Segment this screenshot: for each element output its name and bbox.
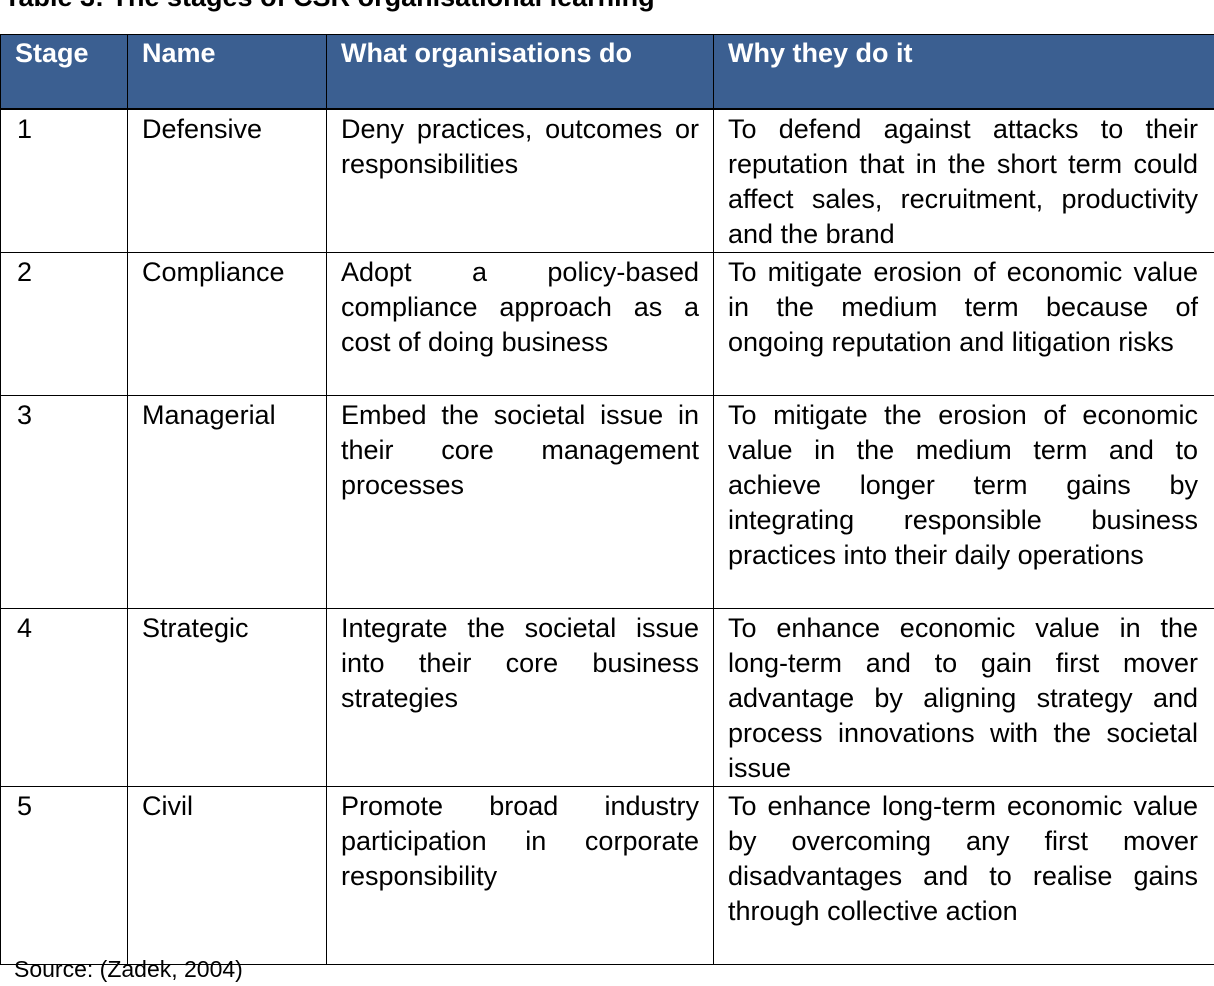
- cell-stage: 3: [0, 395, 128, 609]
- cell-why-text: To mitigate erosion of economic value in…: [728, 257, 1198, 357]
- table-caption: Table 3: The stages of CSR organisationa…: [0, 0, 1214, 12]
- cell-what: Promote broad industry participation in …: [326, 786, 714, 965]
- header-what-organisations-do: What organisations do: [326, 34, 714, 110]
- source-citation: Source: (Zadek, 2004): [14, 956, 243, 982]
- header-stage: Stage: [0, 34, 128, 110]
- csr-stages-table: Stage Name What organisations do Why the…: [0, 34, 1214, 965]
- cell-stage: 1: [0, 108, 128, 253]
- cell-why-text: To defend against attacks to their reput…: [728, 114, 1198, 249]
- cell-name: Defensive: [127, 108, 327, 253]
- cell-why: To mitigate erosion of economic value in…: [713, 252, 1214, 396]
- cell-why: To mitigate the erosion of economic valu…: [713, 395, 1214, 609]
- cell-what: Embed the societal issue in their core m…: [326, 395, 714, 609]
- cell-name: Managerial: [127, 395, 327, 609]
- table-caption-text: Table 3: The stages of CSR organisationa…: [0, 0, 655, 12]
- table-row: 4 Strategic Integrate the societal issue…: [0, 608, 1214, 787]
- cell-why-text: To enhance economic value in the long-te…: [728, 613, 1198, 783]
- table-row: 2 Compliance Adopt a policy-based compli…: [0, 252, 1214, 396]
- cell-name: Civil: [127, 786, 327, 965]
- cell-why-text: To mitigate the erosion of economic valu…: [728, 400, 1198, 570]
- table-body: 1 Defensive Deny practices, outcomes or …: [0, 108, 1214, 965]
- cell-what: Adopt a policy-based compliance approach…: [326, 252, 714, 396]
- table-header: Stage Name What organisations do Why the…: [0, 34, 1214, 110]
- header-name: Name: [127, 34, 327, 110]
- cell-name: Compliance: [127, 252, 327, 396]
- cell-why: To enhance economic value in the long-te…: [713, 608, 1214, 787]
- cell-what-text: Adopt a policy-based compliance approach…: [341, 257, 699, 357]
- cell-what-text: Promote broad industry participation in …: [341, 791, 699, 891]
- cell-what-text: Integrate the societal issue into their …: [341, 613, 699, 713]
- table-row: 5 Civil Promote broad industry participa…: [0, 786, 1214, 965]
- cell-what-text: Deny practices, outcomes or responsibili…: [341, 114, 699, 179]
- cell-stage: 4: [0, 608, 128, 787]
- cell-what-text: Embed the societal issue in their core m…: [341, 400, 699, 500]
- cell-why-text: To enhance long-term economic value by o…: [728, 791, 1198, 926]
- cell-name: Strategic: [127, 608, 327, 787]
- cell-why: To defend against attacks to their reput…: [713, 108, 1214, 253]
- table-row: 1 Defensive Deny practices, outcomes or …: [0, 108, 1214, 253]
- cell-stage: 5: [0, 786, 128, 965]
- header-why-they-do-it: Why they do it: [713, 34, 1214, 110]
- table-row: 3 Managerial Embed the societal issue in…: [0, 395, 1214, 609]
- cell-what: Integrate the societal issue into their …: [326, 608, 714, 787]
- cell-why: To enhance long-term economic value by o…: [713, 786, 1214, 965]
- cell-stage: 2: [0, 252, 128, 396]
- header-row: Stage Name What organisations do Why the…: [0, 34, 1214, 110]
- cell-what: Deny practices, outcomes or responsibili…: [326, 108, 714, 253]
